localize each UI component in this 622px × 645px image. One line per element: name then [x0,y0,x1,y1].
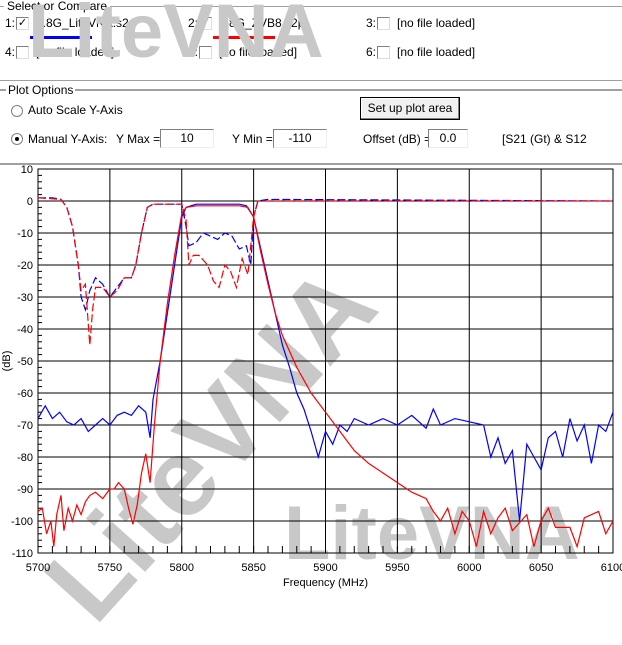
manual-y-axis-label[interactable]: Manual Y-Axis: [28,132,108,146]
parameter-label: [S21 (Gt) & S12 [502,132,587,146]
slot-checkbox[interactable] [377,46,390,59]
slot-number: 1: [5,16,16,30]
x-tick-label: 5800 [170,562,194,574]
select-compare-group: Select or Compare [0,0,622,83]
slot-checkbox[interactable] [199,46,212,59]
slot-file-label: [no file loaded] [397,16,476,30]
watermark-logo-bottom: LiteVNA [284,491,580,576]
slot-checkbox[interactable] [16,46,29,59]
x-tick-label: 5700 [26,562,50,574]
group-title: Select or Compare [4,0,111,13]
y-tick-label: -70 [17,420,33,432]
series-line-s21 [37,205,614,549]
ymax-input[interactable]: 10 [160,129,214,148]
slot-checkbox[interactable] [377,17,390,30]
auto-scale-label[interactable]: Auto Scale Y-Axis [28,103,123,117]
x-tick-label: 6050 [529,562,553,574]
x-axis-label: Frequency (MHz) [283,577,368,589]
y-tick-label: -30 [17,292,33,304]
y-tick-label: -20 [17,260,33,272]
slot-checkbox[interactable]: ✓ [199,17,212,30]
watermark-logo-top: LiteVNA [28,0,324,74]
offset-label: Offset (dB) = [363,132,432,146]
y-tick-label: 0 [27,196,33,208]
y-tick-label: 10 [21,164,33,176]
slot-file-label: 5.8G_LiteVNA.s2p [36,16,136,30]
ymin-label: Y Min = [232,132,273,146]
slot-color-line [213,36,275,39]
x-tick-label: 5900 [313,562,337,574]
slot-number: 4: [5,45,16,59]
slot-color-line [30,36,92,39]
slot-number: 2: [188,16,199,30]
slot-file-label: [no file loaded] [36,45,115,59]
y-tick-label: -80 [17,452,33,464]
x-tick-label: 5750 [98,562,122,574]
slot-file-label: [no file loaded] [219,45,298,59]
y-tick-label: -110 [12,548,33,560]
slot-checkbox[interactable]: ✓ [16,17,29,30]
x-tick-label: 6100 [601,562,622,574]
ymax-label: Y Max = [116,132,161,146]
slot-number: 3: [366,16,377,30]
y-tick-label: -50 [17,356,33,368]
plot-options-group [0,89,622,161]
y-axis-label: (dB) [1,351,13,372]
y-tick-label: -60 [17,388,33,400]
x-tick-label: 5950 [385,562,409,574]
ymin-input[interactable]: -110 [273,129,327,148]
y-tick-label: -90 [17,484,33,496]
y-tick-label: -100 [11,516,33,528]
offset-input[interactable]: 0.0 [428,129,468,148]
slot-number: 6: [366,45,377,59]
setup-plot-area-button[interactable]: Set up plot area [360,97,460,120]
x-tick-label: 6000 [457,562,481,574]
slot-number: 5: [188,45,199,59]
series-line-s12 [37,197,613,346]
series-line-s21 [37,203,614,522]
plot-options-title: Plot Options [6,83,76,97]
manual-y-axis-radio[interactable] [11,133,23,145]
x-tick-label: 5850 [241,562,265,574]
slot-file-label: [no file loaded] [397,45,476,59]
slot-file-label: 5.8G_ZVB8.s2p [219,16,305,30]
chart: 10 0 -10 -20 -30 -40 -50 -60 -70 -80 -90 -100 -110 57… [1,164,622,589]
y-tick-label: -40 [17,324,33,336]
auto-scale-radio[interactable] [11,105,23,117]
y-tick-label: -10 [17,228,33,240]
